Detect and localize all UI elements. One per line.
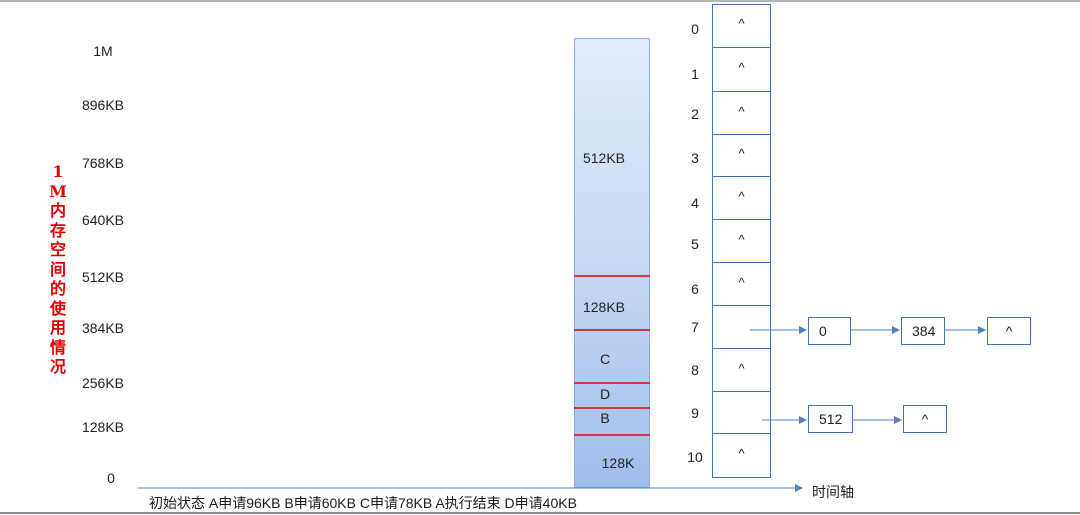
y-label-896kb: 896KB [81, 97, 125, 113]
index-3: 3 [691, 150, 699, 166]
null-marker-5: ^ [738, 232, 745, 247]
array-cell-border [712, 262, 771, 263]
time-axis-label: 时间轴 [812, 484, 854, 500]
segment-divider [574, 407, 650, 409]
bottom-border [0, 512, 1080, 514]
top-border [0, 0, 1080, 2]
segment-divider [574, 329, 650, 331]
array-cell-border [712, 134, 771, 135]
segment-d: D [599, 386, 611, 402]
null-marker-1: ^ [738, 60, 745, 75]
segment-c: C [599, 351, 611, 367]
list7-null-node: ^ [987, 317, 1031, 345]
y-label-512kb: 512KB [81, 269, 125, 285]
array-cell-border [712, 348, 771, 349]
array-cell-border [712, 47, 771, 48]
list7-node-384: 384 [901, 317, 945, 345]
index-4: 4 [691, 195, 699, 211]
array-cell-border [712, 305, 771, 306]
null-marker-8: ^ [738, 361, 745, 376]
segment-128kb: 128KB [582, 299, 626, 315]
y-label-768kb: 768KB [81, 155, 125, 171]
segment-divider [574, 382, 650, 384]
array-cell-border [712, 176, 771, 177]
index-1: 1 [691, 66, 699, 82]
index-8: 8 [691, 362, 699, 378]
list9-null-node: ^ [903, 405, 947, 433]
null-marker-4: ^ [738, 189, 745, 204]
segment-512kb: 512KB [582, 150, 626, 166]
array-cell-border [712, 433, 771, 434]
segment-b: B [600, 410, 610, 426]
null-marker-6: ^ [738, 275, 745, 290]
free-list-array [712, 4, 771, 478]
index-6: 6 [691, 281, 699, 297]
y-label-1m: 1M [93, 43, 113, 59]
index-0: 0 [691, 21, 699, 37]
index-7: 7 [691, 319, 699, 335]
null-marker-0: ^ [738, 16, 745, 31]
y-label-640kb: 640KB [81, 212, 125, 228]
index-9: 9 [691, 405, 699, 421]
memory-bar [574, 38, 650, 488]
segment-divider [574, 434, 650, 436]
array-cell-border [712, 219, 771, 220]
list7-node-0: 0 [808, 317, 851, 345]
index-5: 5 [691, 236, 699, 252]
y-label-256kb: 256KB [81, 375, 125, 391]
null-marker-10: ^ [738, 446, 745, 461]
memory-usage-title: 1M内存空间的使用情况 [49, 162, 67, 376]
y-label-128kb: 128KB [81, 419, 125, 435]
segment-128k: 128K [601, 455, 635, 471]
y-label-0: 0 [107, 470, 115, 486]
index-10: 10 [687, 449, 703, 465]
y-label-384kb: 384KB [81, 320, 125, 336]
null-marker-2: ^ [738, 104, 745, 119]
array-cell-border [712, 91, 771, 92]
index-2: 2 [691, 106, 699, 122]
segment-divider [574, 275, 650, 277]
timeline-caption: 初始状态 A申请96KB B申请60KB C申请78KB A执行结束 D申请40… [149, 495, 577, 511]
list9-node-512: 512 [808, 405, 853, 433]
array-cell-border [712, 391, 771, 392]
null-marker-3: ^ [738, 146, 745, 161]
